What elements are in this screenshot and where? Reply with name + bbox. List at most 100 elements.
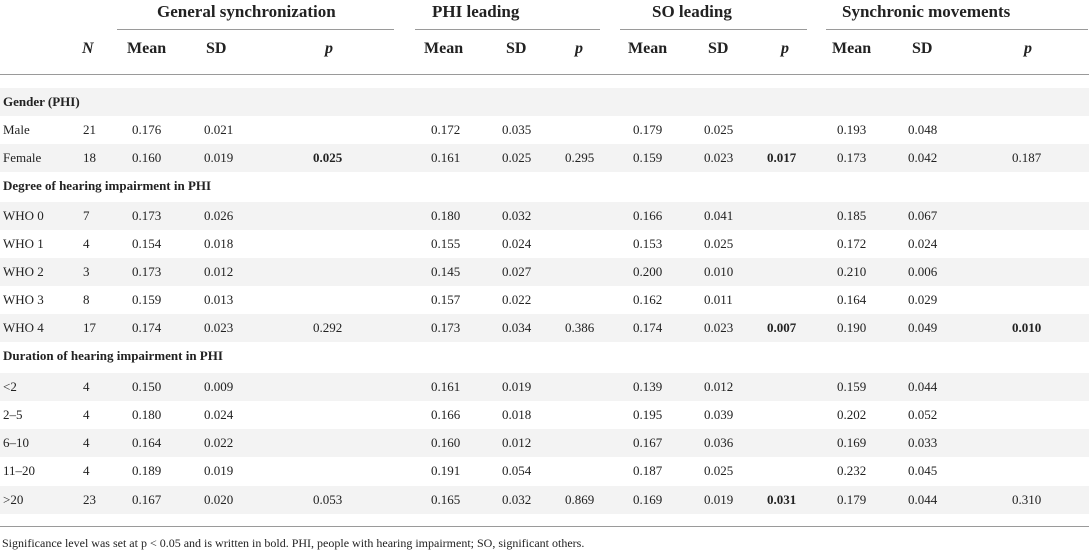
group-header-sync: Synchronic movements	[842, 2, 1011, 21]
cell-so-mean: 0.195	[633, 407, 663, 422]
cell-general-mean: 0.176	[132, 122, 162, 137]
cell-general-sd: 0.018	[204, 236, 234, 251]
cell-sync-sd: 0.048	[908, 122, 938, 137]
header-rule	[0, 74, 1089, 75]
cell-phi-mean: 0.160	[431, 435, 461, 450]
cell-sync-sd: 0.067	[908, 208, 938, 223]
cell-so-sd: 0.041	[704, 208, 734, 223]
row-label: WHO 2	[3, 264, 44, 279]
cell-so-mean: 0.159	[633, 150, 663, 165]
cell-phi-mean: 0.173	[431, 320, 461, 335]
cell-sync-mean: 0.193	[837, 122, 867, 137]
col-header-phi-sd: SD	[506, 40, 527, 57]
cell-so-mean: 0.166	[633, 208, 663, 223]
cell-phi-mean: 0.191	[431, 463, 461, 478]
col-header-general-mean: Mean	[127, 40, 167, 57]
cell-general-mean: 0.154	[132, 236, 162, 251]
cell-phi-sd: 0.025	[502, 150, 532, 165]
cell-so-mean: 0.162	[633, 292, 663, 307]
cell-phi-sd: 0.019	[502, 379, 532, 394]
cell-phi-sd: 0.012	[502, 435, 532, 450]
cell-n: 18	[83, 150, 96, 165]
cell-general-mean: 0.164	[132, 435, 162, 450]
cell-n: 4	[83, 435, 90, 450]
cell-so-mean: 0.187	[633, 463, 663, 478]
group-underline-sync	[826, 29, 1088, 30]
cell-sync-mean: 0.202	[837, 407, 867, 422]
cell-so-sd: 0.012	[704, 379, 734, 394]
cell-phi-sd: 0.027	[502, 264, 532, 279]
cell-sync-mean: 0.164	[837, 292, 867, 307]
cell-phi-sd: 0.024	[502, 236, 532, 251]
cell-phi-mean: 0.165	[431, 492, 461, 507]
group-underline-so	[620, 29, 807, 30]
cell-general-mean: 0.159	[132, 292, 162, 307]
cell-phi-mean: 0.145	[431, 264, 461, 279]
row-label: WHO 1	[3, 236, 44, 251]
table-footnote: Significance level was set at p < 0.05 a…	[2, 536, 585, 550]
cell-n: 21	[83, 122, 96, 137]
cell-sync-mean: 0.159	[837, 379, 867, 394]
row-label: 6–10	[3, 435, 29, 450]
cell-sync-sd: 0.033	[908, 435, 938, 450]
cell-general-p: 0.025	[313, 150, 343, 165]
cell-general-sd: 0.026	[204, 208, 234, 223]
cell-sync-p: 0.310	[1012, 492, 1042, 507]
cell-sync-sd: 0.045	[908, 463, 938, 478]
col-header-so-p: p	[781, 40, 789, 57]
cell-phi-sd: 0.035	[502, 122, 532, 137]
cell-sync-mean: 0.232	[837, 463, 867, 478]
cell-general-mean: 0.160	[132, 150, 162, 165]
cell-n: 4	[83, 236, 90, 251]
cell-sync-mean: 0.210	[837, 264, 867, 279]
cell-so-mean: 0.169	[633, 492, 663, 507]
group-underline-phi	[415, 29, 600, 30]
col-header-n: N	[82, 40, 94, 57]
row-label: WHO 3	[3, 292, 44, 307]
cell-n: 4	[83, 463, 90, 478]
cell-so-mean: 0.153	[633, 236, 663, 251]
cell-so-sd: 0.019	[704, 492, 734, 507]
cell-so-mean: 0.179	[633, 122, 663, 137]
cell-sync-sd: 0.029	[908, 292, 938, 307]
cell-so-sd: 0.023	[704, 150, 734, 165]
cell-so-mean: 0.200	[633, 264, 663, 279]
cell-sync-mean: 0.185	[837, 208, 867, 223]
cell-sync-p: 0.187	[1012, 150, 1042, 165]
cell-general-mean: 0.173	[132, 264, 162, 279]
section-title: Duration of hearing impairment in PHI	[3, 348, 223, 363]
section-title: Degree of hearing impairment in PHI	[3, 178, 212, 193]
cell-so-sd: 0.025	[704, 463, 734, 478]
col-header-so-sd: SD	[708, 40, 729, 57]
cell-sync-sd: 0.052	[908, 407, 938, 422]
table-row: 6–10 4 0.164 0.022 0.160 0.012 0.167 0.0…	[0, 429, 1089, 457]
cell-sync-sd: 0.044	[908, 492, 938, 507]
row-label: 11–20	[3, 463, 36, 478]
cell-phi-mean: 0.155	[431, 236, 461, 251]
table-row: WHO 3 8 0.159 0.013 0.157 0.022 0.162 0.…	[0, 286, 1089, 314]
table-row: WHO 1 4 0.154 0.018 0.155 0.024 0.153 0.…	[0, 230, 1089, 258]
cell-so-sd: 0.011	[704, 292, 733, 307]
cell-sync-sd: 0.006	[908, 264, 938, 279]
table-row: <2 4 0.150 0.009 0.161 0.019 0.139 0.012…	[0, 373, 1089, 401]
cell-sync-mean: 0.173	[837, 150, 867, 165]
row-label: Female	[3, 150, 42, 165]
col-header-sync-mean: Mean	[832, 40, 872, 57]
row-label: 2–5	[3, 407, 23, 422]
cell-sync-sd: 0.049	[908, 320, 938, 335]
cell-general-sd: 0.020	[204, 492, 234, 507]
cell-phi-mean: 0.157	[431, 292, 461, 307]
table-row: WHO 4 17 0.174 0.023 0.292 0.173 0.034 0…	[0, 314, 1089, 342]
cell-phi-sd: 0.022	[502, 292, 532, 307]
cell-so-sd: 0.036	[704, 435, 734, 450]
group-header-general: General synchronization	[157, 2, 336, 21]
cell-phi-sd: 0.054	[502, 463, 532, 478]
cell-so-sd: 0.025	[704, 122, 734, 137]
bottom-rule	[0, 526, 1089, 527]
cell-general-sd: 0.022	[204, 435, 234, 450]
cell-general-sd: 0.019	[204, 463, 234, 478]
section-header-degree: Degree of hearing impairment in PHI	[0, 172, 1089, 200]
cell-n: 8	[83, 292, 90, 307]
cell-phi-mean: 0.161	[431, 379, 461, 394]
row-label: Male	[3, 122, 30, 137]
